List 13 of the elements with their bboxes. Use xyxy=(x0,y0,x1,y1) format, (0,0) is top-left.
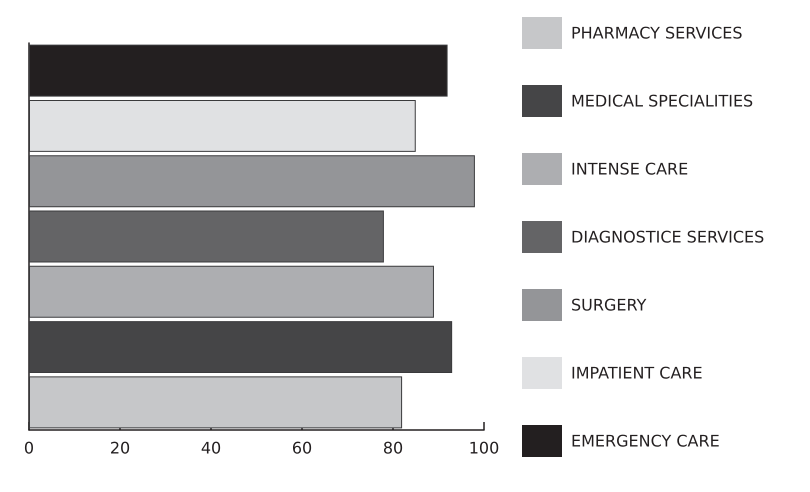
x-tick-label: 60 xyxy=(292,438,312,458)
x-tick-label: 40 xyxy=(200,438,222,458)
legend-label: INTENSE CARE xyxy=(571,160,688,178)
x-tick-label: 80 xyxy=(382,438,404,458)
legend-label: EMERGENCY CARE xyxy=(571,432,720,450)
legend-label: IMPATIENT CARE xyxy=(571,364,703,382)
legend-label: PHARMACY SERVICES xyxy=(571,24,743,42)
legend-label: SURGERY xyxy=(571,296,647,314)
x-tick-label: 0 xyxy=(24,438,34,458)
legend-label: DIAGNOSTICE SERVICES xyxy=(571,228,764,246)
x-tick-label: 100 xyxy=(468,438,500,458)
x-tick-label: 20 xyxy=(110,438,130,458)
legend-label: MEDICAL SPECIALITIES xyxy=(571,92,754,110)
